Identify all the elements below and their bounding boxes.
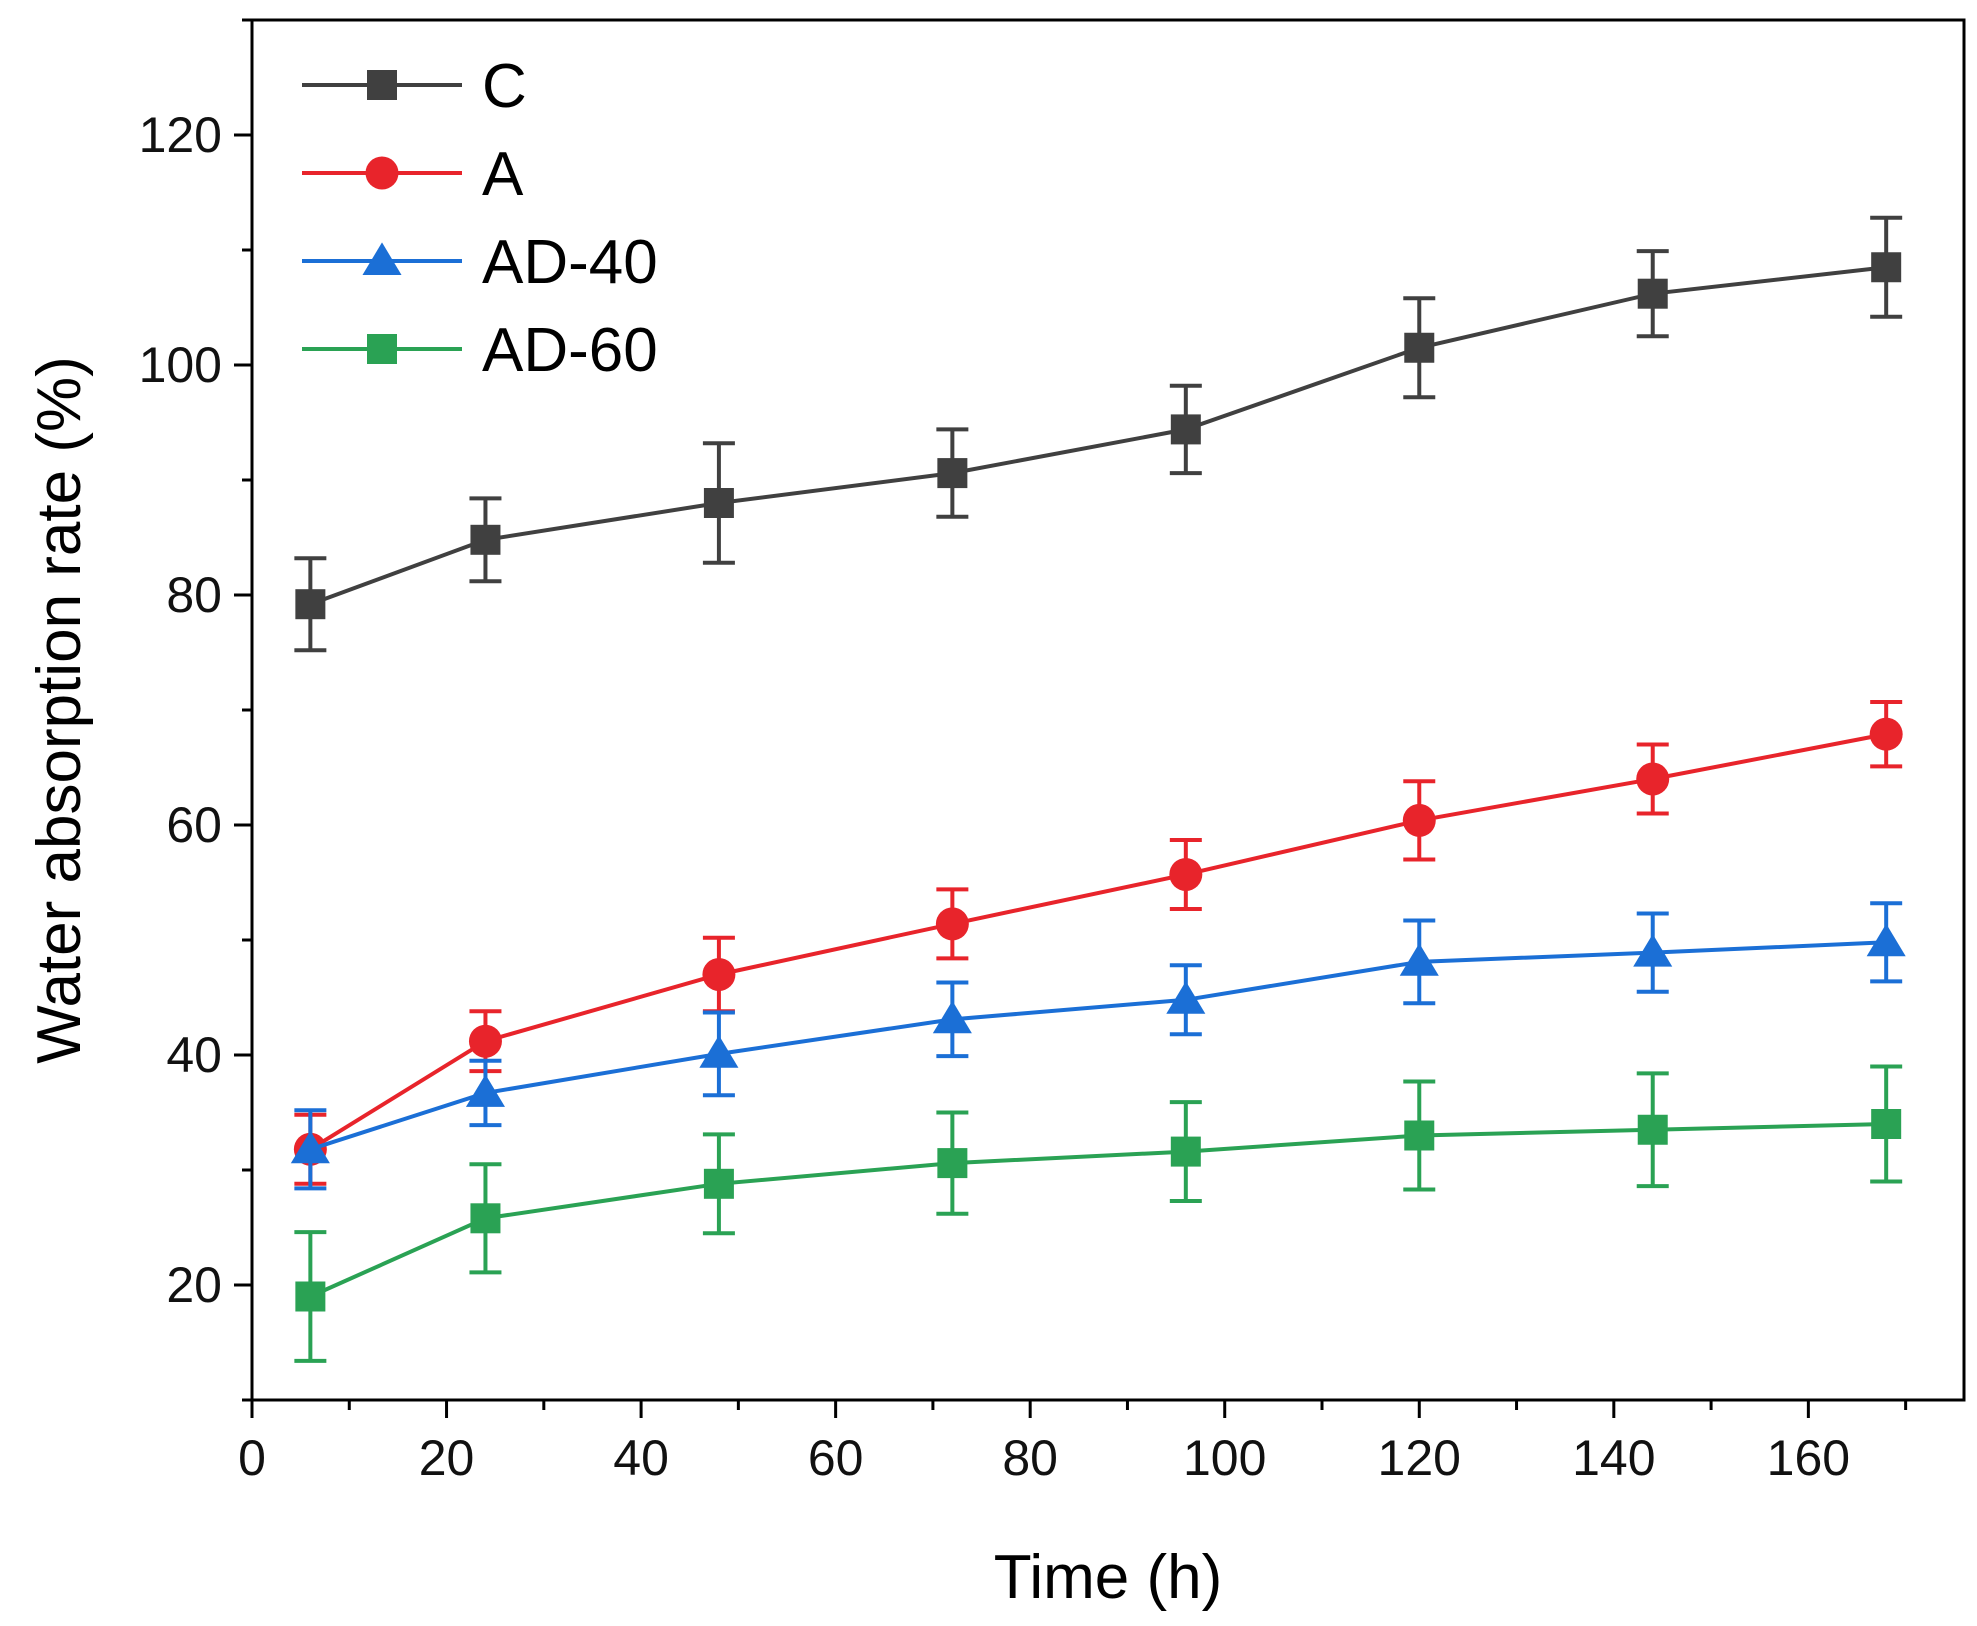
x-tick-label: 160	[1767, 1430, 1850, 1486]
data-point	[703, 1168, 734, 1199]
data-point	[1170, 1136, 1201, 1167]
x-tick-label: 60	[808, 1430, 864, 1486]
y-tick-label: 60	[166, 797, 222, 853]
data-point	[699, 1035, 739, 1068]
data-point	[932, 1000, 972, 1034]
legend-label: AD-40	[482, 228, 658, 297]
legend-label: AD-60	[482, 316, 658, 385]
data-point	[290, 1130, 330, 1164]
series-line	[309, 732, 1887, 1152]
data-point	[470, 1203, 501, 1234]
data-point	[1871, 252, 1902, 283]
series-line	[309, 265, 1887, 607]
legend-label: C	[482, 52, 527, 121]
data-point	[1399, 943, 1439, 976]
axes-group: 0 20 40 60 80 100 120 140 160 20 40 60 80 100 120	[139, 18, 1908, 1486]
x-tick-label: 140	[1572, 1430, 1655, 1486]
legend-item-c: C	[302, 52, 527, 121]
y-tick-label: 80	[166, 567, 222, 623]
data-point	[1404, 332, 1435, 363]
legend-marker	[367, 334, 397, 364]
series-a	[293, 699, 1903, 1186]
data-point	[295, 1281, 326, 1312]
y-tick-label: 40	[166, 1027, 222, 1083]
legend-marker	[362, 242, 402, 275]
legend-item-ad-40: AD-40	[302, 228, 658, 297]
legend-marker	[365, 156, 399, 190]
data-point	[1869, 717, 1903, 751]
data-point	[470, 524, 501, 555]
data-point	[935, 907, 969, 941]
legend-item-a: A	[302, 140, 524, 209]
data-point	[468, 1024, 502, 1058]
data-point	[937, 458, 968, 489]
legend: CA AD-40 AD-60	[302, 52, 658, 385]
legend-label: A	[482, 140, 524, 209]
data-point	[702, 958, 736, 991]
data-point	[1637, 278, 1668, 309]
x-tick-label: 100	[1183, 1430, 1266, 1486]
data-point	[703, 488, 734, 518]
x-tick-label: 80	[1002, 1430, 1058, 1486]
y-tick-label: 100	[139, 337, 222, 393]
data-point	[295, 589, 326, 620]
series-ad-60	[294, 1064, 1903, 1363]
x-axis-title: Time (h)	[994, 1543, 1222, 1612]
x-tick-label: 20	[419, 1430, 475, 1486]
data-point	[1170, 414, 1201, 445]
x-tick-label: 40	[613, 1430, 669, 1486]
y-tick-label: 120	[139, 107, 222, 163]
series-line	[309, 940, 1887, 1152]
data-point	[1166, 981, 1206, 1014]
legend-marker	[367, 70, 397, 100]
y-tick-label: 20	[166, 1257, 222, 1313]
data-point	[1169, 857, 1203, 891]
data-point	[937, 1148, 968, 1179]
data-point	[465, 1074, 505, 1107]
data-point	[1404, 1120, 1435, 1151]
plot-frame	[250, 18, 1966, 1402]
series-layer	[290, 215, 1906, 1363]
legend-item-ad-60: AD-60	[302, 316, 658, 385]
data-point	[1402, 803, 1436, 837]
y-axis-title: Water absorption rate (%)	[25, 356, 94, 1064]
x-tick-label: 0	[238, 1430, 266, 1486]
x-tick-label: 120	[1378, 1430, 1461, 1486]
series-ad-40	[290, 901, 1906, 1191]
data-point	[1866, 923, 1906, 957]
data-point	[1633, 934, 1673, 967]
series-line	[309, 1122, 1887, 1299]
data-point	[1637, 1114, 1668, 1145]
data-point	[1636, 762, 1670, 796]
data-point	[1871, 1109, 1902, 1139]
series-c	[294, 215, 1903, 653]
